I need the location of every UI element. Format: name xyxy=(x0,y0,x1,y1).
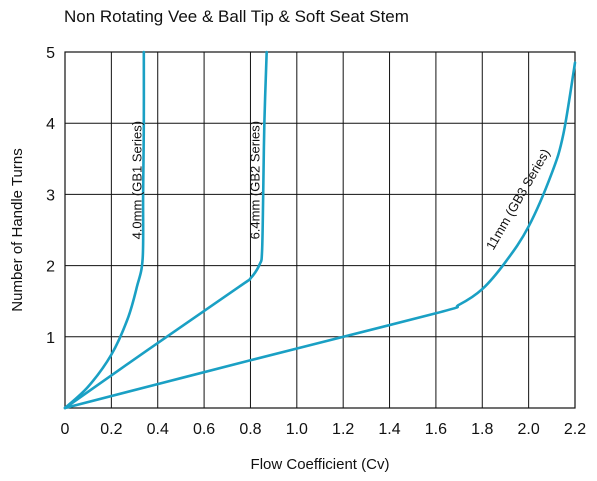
x-tick-label: 0 xyxy=(61,421,70,438)
y-tick-label: 2 xyxy=(46,259,55,276)
x-tick-label: 0.6 xyxy=(193,421,215,438)
plot-frame xyxy=(64,51,576,409)
series-label-gb1: 4.0mm (GB1 Series) xyxy=(130,121,145,239)
chart-title: Non Rotating Vee & Ball Tip & Soft Seat … xyxy=(64,7,409,26)
series-line-gb2 xyxy=(63,50,268,410)
x-tick-label: 2.2 xyxy=(564,421,586,438)
x-tick-label: 1.0 xyxy=(286,421,308,438)
series-label-gb2: 6.4mm (GB2 Series) xyxy=(248,121,263,239)
x-tick-label: 1.4 xyxy=(378,421,400,438)
y-tick-label: 5 xyxy=(46,45,55,62)
x-tick-label: 1.2 xyxy=(332,421,354,438)
series-lines xyxy=(63,50,577,410)
x-tick-label: 2.0 xyxy=(518,421,540,438)
x-tick-label: 0.2 xyxy=(100,421,122,438)
x-tick-label: 1.8 xyxy=(471,421,493,438)
axis-ticks: 0 0.2 0.4 0.6 0.8 1.0 1.2 1.4 1.6 1.8 2.0 2.2 1 2 3 4 5 xyxy=(46,45,586,438)
y-tick-label: 4 xyxy=(46,116,55,133)
x-tick-label: 0.8 xyxy=(239,421,261,438)
series-line-gb1 xyxy=(63,50,146,410)
x-tick-label: 1.6 xyxy=(425,421,447,438)
x-tick-label: 0.4 xyxy=(147,421,169,438)
y-tick-label: 3 xyxy=(46,187,55,204)
y-axis-label: Number of Handle Turns xyxy=(9,148,26,311)
series-line-gb3 xyxy=(63,61,577,410)
x-axis-label: Flow Coefficient (Cv) xyxy=(251,456,390,473)
series-labels: 4.0mm (GB1 Series) 6.4mm (GB2 Series) 11mm… xyxy=(130,121,553,252)
y-tick-label: 1 xyxy=(46,330,55,347)
